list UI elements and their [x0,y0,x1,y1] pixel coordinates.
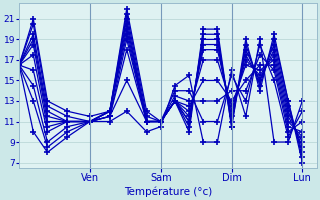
X-axis label: Température (°c): Température (°c) [124,186,212,197]
